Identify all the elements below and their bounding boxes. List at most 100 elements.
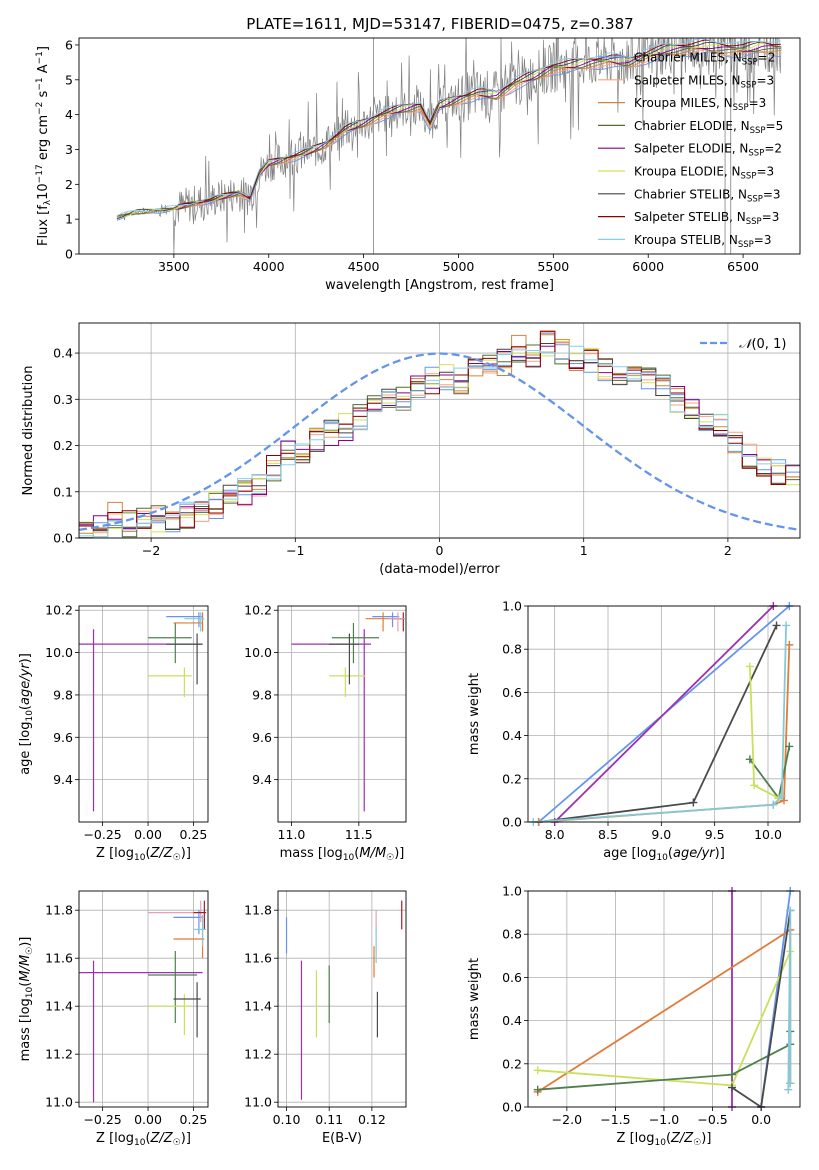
y-axis-label: Normed distribution bbox=[21, 366, 36, 496]
axes-frame bbox=[78, 322, 801, 539]
histogram-salpeter-stelib bbox=[79, 331, 800, 531]
y-tick-label: 9.8 bbox=[252, 687, 272, 702]
weight-point bbox=[728, 1083, 736, 1092]
weight-point bbox=[745, 662, 754, 671]
x-tick-label: 2 bbox=[724, 543, 732, 558]
x-axis-label: Z [log10(Z/Z☉)] bbox=[96, 846, 191, 863]
y-axis-label: age [log10(age/yr)] bbox=[18, 653, 35, 775]
legend-entry-normal: 𝒩(0, 1) bbox=[739, 337, 786, 352]
x-tick-label: 1 bbox=[580, 543, 588, 558]
x-axis-label: Z [log10(Z/Z☉)] bbox=[96, 1131, 191, 1148]
normal-curve bbox=[78, 352, 801, 532]
y-tick-label: 0.4 bbox=[502, 1013, 522, 1028]
y-axis-label: mass [log10(M/M☉)] bbox=[18, 937, 35, 1062]
x-axis-label: Z [log10(Z/Z☉)] bbox=[617, 1131, 712, 1148]
x-tick-label: 11.5 bbox=[345, 827, 373, 842]
x-tick-label: −0.25 bbox=[83, 1112, 121, 1127]
y-tick-label: 4 bbox=[65, 107, 73, 122]
legend-entry-7: Chabrier STELIB, NSSP=3 bbox=[634, 187, 781, 204]
y-tick-label: 0.0 bbox=[502, 1100, 522, 1115]
y-tick-label: 0.1 bbox=[53, 484, 73, 499]
y-tick-label: 9.6 bbox=[252, 730, 272, 745]
x-tick-label: 9.0 bbox=[651, 827, 671, 842]
x-tick-label: −0.25 bbox=[83, 827, 121, 842]
x-tick-label: 0.11 bbox=[315, 1112, 343, 1127]
legend-entry-9: Kroupa STELIB, NSSP=3 bbox=[634, 233, 772, 250]
y-tick-label: 11.2 bbox=[45, 1047, 73, 1062]
legend-entry-6: Kroupa ELODIE, NSSP=3 bbox=[634, 165, 774, 182]
axes-frame bbox=[78, 37, 801, 255]
chart-panel-6: −0.25 0.00 0.25 11.0 11.2 11.4 11.6 11.8 Z [log1… bbox=[18, 890, 209, 1148]
y-tick-label: 0.2 bbox=[502, 771, 522, 786]
x-tick-label: 0.00 bbox=[134, 1112, 162, 1127]
y-tick-label: 0.0 bbox=[53, 531, 73, 546]
x-tick-label: 0.10 bbox=[273, 1112, 301, 1127]
legend-entry-8: Salpeter STELIB, NSSP=3 bbox=[634, 210, 779, 227]
x-tick-label: 8.5 bbox=[598, 827, 618, 842]
weight-point bbox=[533, 1085, 542, 1094]
weight-point bbox=[777, 792, 786, 801]
x-tick-label: 5500 bbox=[537, 259, 569, 274]
weight-point bbox=[533, 1066, 542, 1075]
y-tick-label: 0.3 bbox=[53, 392, 73, 407]
x-axis-label: mass [log10(M/M☉)] bbox=[280, 846, 405, 863]
x-tick-label: 3500 bbox=[158, 259, 190, 274]
x-tick-label: 5000 bbox=[443, 259, 475, 274]
y-tick-label: 11.2 bbox=[244, 1047, 272, 1062]
x-axis-label: (data-model)/error bbox=[379, 562, 500, 577]
x-tick-label: 9.5 bbox=[705, 827, 725, 842]
x-tick-label: −2.0 bbox=[552, 1112, 582, 1127]
weight-line bbox=[533, 625, 787, 823]
legend-entry-2: Salpeter MILES, NSSP=3 bbox=[634, 73, 774, 90]
x-tick-label: −1.0 bbox=[649, 1112, 679, 1127]
chart-panel-2: −2 −1 0 1 2 0.0 0.1 0.2 0.3 0.4 𝒩(0, 1) (data-model… bbox=[21, 322, 801, 577]
x-tick-label: 4000 bbox=[253, 259, 285, 274]
y-tick-label: 2 bbox=[65, 177, 73, 192]
y-tick-label: 11.6 bbox=[244, 951, 272, 966]
axes-frame bbox=[527, 890, 801, 1108]
y-tick-label: 10.2 bbox=[45, 603, 73, 618]
weight-point bbox=[780, 796, 788, 805]
axes-frame bbox=[78, 890, 209, 1108]
y-tick-label: 11.0 bbox=[244, 1095, 272, 1110]
y-tick-label: 5 bbox=[65, 72, 73, 87]
weight-point bbox=[786, 906, 795, 915]
y-tick-label: 1.0 bbox=[502, 884, 522, 899]
x-tick-label: 6000 bbox=[632, 259, 664, 274]
x-tick-label: 0 bbox=[436, 543, 444, 558]
y-tick-label: 0.4 bbox=[502, 728, 522, 743]
x-tick-label: −2 bbox=[142, 543, 160, 558]
x-tick-label: 8.0 bbox=[545, 827, 565, 842]
y-tick-label: 11.6 bbox=[45, 951, 73, 966]
model-spectrum-kroupa-stelib bbox=[116, 38, 782, 217]
axes-frame bbox=[527, 605, 801, 823]
y-tick-label: 11.4 bbox=[244, 999, 272, 1014]
x-tick-label: −1 bbox=[286, 543, 304, 558]
y-tick-label: 1 bbox=[65, 212, 73, 227]
chart-panel-4: 11.0 11.5 9.4 9.6 9.8 10.0 10.2 mass [log10(M/M… bbox=[244, 603, 407, 863]
y-tick-label: 11.8 bbox=[244, 903, 272, 918]
x-tick-label: 10.0 bbox=[754, 827, 782, 842]
y-tick-label: 0.0 bbox=[502, 815, 522, 830]
x-tick-label: 0.25 bbox=[180, 1112, 208, 1127]
y-tick-label: 1.0 bbox=[502, 599, 522, 614]
chart-panel-3: −0.25 0.00 0.25 9.4 9.6 9.8 10.0 10.2 Z [log10(Z… bbox=[18, 603, 209, 863]
histogram-chabrier-stelib bbox=[79, 343, 800, 532]
x-tick-label: −1.5 bbox=[600, 1112, 630, 1127]
figure-title: PLATE=1611, MJD=53147, FIBERID=0475, z=0… bbox=[246, 15, 633, 33]
y-tick-label: 0.4 bbox=[53, 346, 73, 361]
axes-frame bbox=[78, 605, 209, 823]
y-tick-label: 9.4 bbox=[53, 772, 73, 787]
legend-entry-1: Chabrier MILES, NSSP=2 bbox=[634, 51, 775, 68]
model-spectrum-chabrier-elodie bbox=[116, 47, 782, 217]
x-tick-label: 0.25 bbox=[180, 827, 208, 842]
axes-frame bbox=[277, 890, 407, 1108]
weight-point bbox=[785, 742, 794, 751]
y-tick-label: 11.0 bbox=[45, 1095, 73, 1110]
y-tick-label: 6 bbox=[65, 37, 73, 52]
x-tick-label: 0.00 bbox=[134, 827, 162, 842]
axes-frame bbox=[277, 605, 407, 823]
y-tick-label: 9.8 bbox=[53, 687, 73, 702]
weight-point bbox=[750, 781, 759, 790]
